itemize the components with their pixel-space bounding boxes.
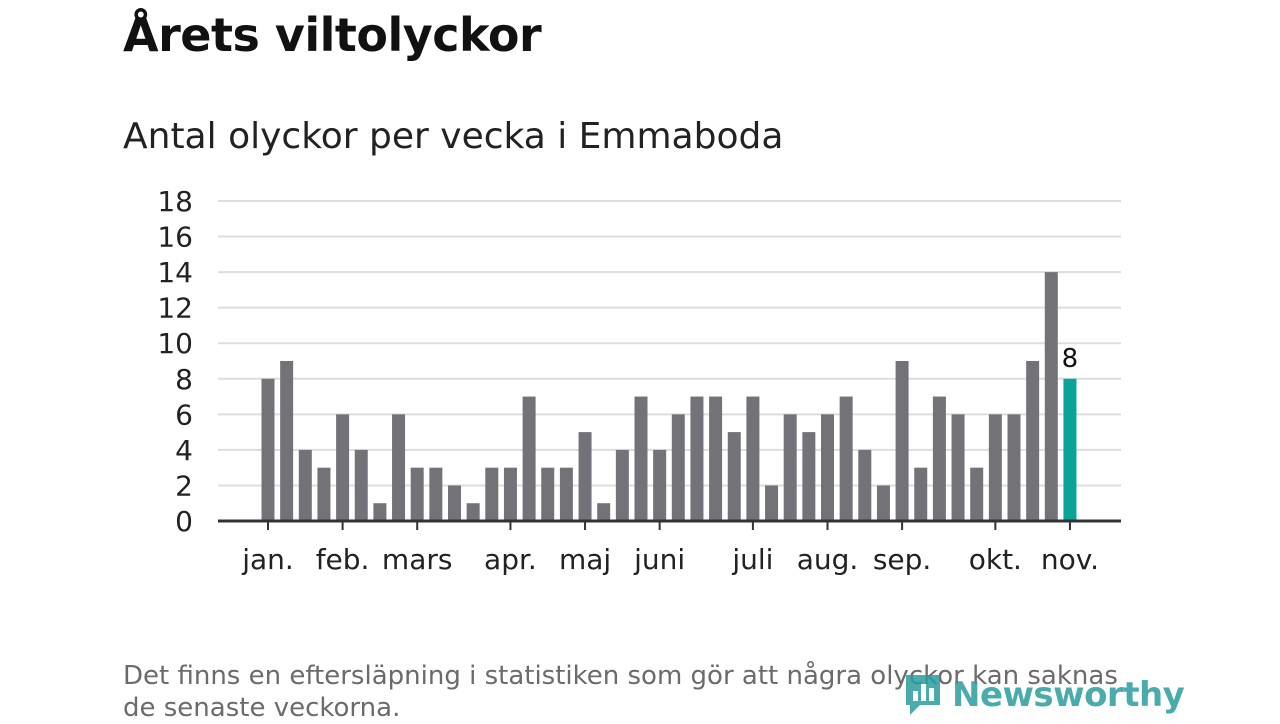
newsworthy-logo-icon <box>906 675 940 715</box>
y-tick-label: 6 <box>175 398 193 431</box>
x-axis-ticks: jan. feb. mars apr. maj juni juli aug. sep. okt. n… <box>241 521 1099 576</box>
bar <box>839 396 853 521</box>
chart-subtitle: Antal olyckor per vecka i Emmaboda <box>123 116 784 157</box>
bar <box>261 378 275 521</box>
bar <box>746 396 760 521</box>
y-tick-label: 0 <box>175 505 193 538</box>
bar <box>392 414 406 521</box>
y-tick-label: 12 <box>157 292 193 325</box>
bar <box>597 503 611 521</box>
bar <box>615 449 629 521</box>
bar <box>932 396 946 521</box>
newsworthy-logo-text: Newsworthy <box>952 675 1185 715</box>
y-tick-label: 4 <box>175 434 193 467</box>
bar-highlight <box>1063 378 1077 521</box>
bar <box>336 414 350 521</box>
bar <box>541 467 555 521</box>
footnote: Det finns en eftersläpning i statistiken… <box>123 661 1118 723</box>
chart-title: Årets viltolyckor <box>123 8 542 62</box>
bar <box>373 503 387 521</box>
y-tick-label: 16 <box>157 221 193 254</box>
bar <box>802 432 816 521</box>
bar <box>1007 414 1021 521</box>
x-tick-label: juni <box>633 543 685 576</box>
x-tick-label: sep. <box>873 543 932 576</box>
x-tick-label: juli <box>731 543 773 576</box>
bar <box>1044 272 1058 521</box>
bar <box>522 396 536 521</box>
bar <box>783 414 797 521</box>
bar <box>280 361 294 521</box>
bar <box>671 414 685 521</box>
bar <box>821 414 834 521</box>
y-tick-label: 8 <box>175 363 193 396</box>
x-tick-label: okt. <box>969 543 1022 576</box>
bar <box>895 361 909 521</box>
bar <box>988 414 1002 521</box>
bar <box>709 396 723 521</box>
bar <box>876 485 890 521</box>
data-label-highlight: 8 <box>1062 344 1079 374</box>
bar <box>634 396 648 521</box>
bar <box>690 396 704 521</box>
x-tick-label: mars <box>382 543 453 576</box>
bar <box>354 449 368 521</box>
bar <box>410 467 424 521</box>
newsworthy-logo: Newsworthy <box>902 670 1185 720</box>
bar <box>578 432 592 521</box>
bar <box>448 485 461 521</box>
bar <box>727 432 741 521</box>
y-tick-label: 14 <box>157 256 193 289</box>
bar <box>503 467 517 521</box>
data-labels: 8 <box>1062 344 1079 374</box>
y-tick-label: 2 <box>175 469 193 502</box>
bar <box>317 467 331 521</box>
y-tick-label: 18 <box>157 185 193 218</box>
bar <box>970 467 984 521</box>
bar <box>914 467 928 521</box>
bar <box>485 467 499 521</box>
bar <box>1026 361 1040 521</box>
y-tick-label: 10 <box>157 327 193 360</box>
bar <box>858 449 872 521</box>
x-tick-label: feb. <box>316 543 370 576</box>
bar <box>951 414 965 521</box>
x-tick-label: nov. <box>1041 543 1099 576</box>
bar <box>559 467 573 521</box>
bar <box>653 449 667 521</box>
bar <box>765 485 779 521</box>
x-tick-label: jan. <box>241 543 294 576</box>
x-tick-label: apr. <box>484 543 537 576</box>
bar <box>466 503 480 521</box>
bars <box>261 272 1077 521</box>
x-tick-label: maj <box>559 543 611 576</box>
x-tick-label: aug. <box>797 543 859 576</box>
grid-lines <box>218 200 1121 487</box>
bar <box>298 449 312 521</box>
bar <box>429 467 443 521</box>
